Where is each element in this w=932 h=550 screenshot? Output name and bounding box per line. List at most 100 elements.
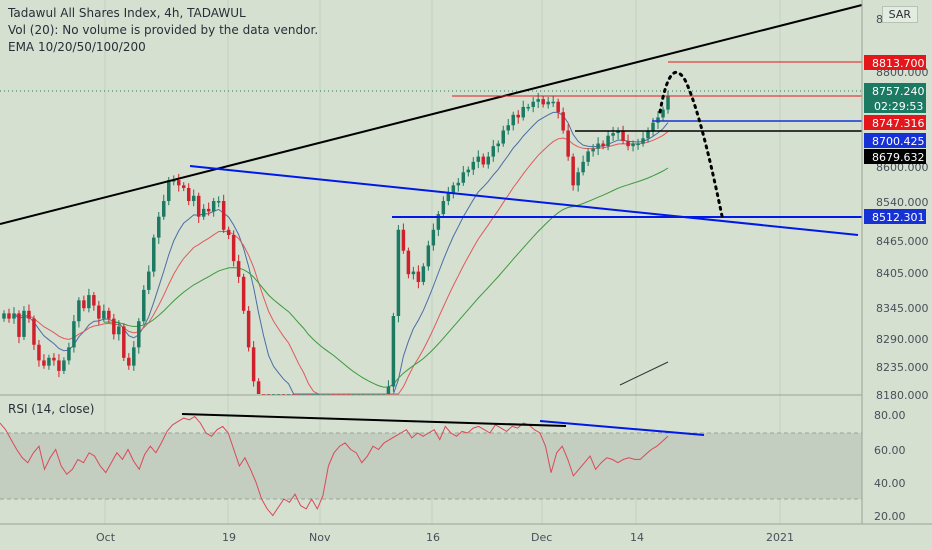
rising-trendline-black bbox=[0, 4, 863, 225]
time-tick-19: 19 bbox=[222, 531, 236, 544]
time-axis[interactable]: Oct 19 Nov 16 Dec 14 2021 bbox=[0, 523, 932, 544]
candle-body bbox=[167, 180, 171, 202]
candle-body bbox=[7, 313, 11, 319]
price-badge-8700 bbox=[864, 133, 926, 148]
candle-body bbox=[132, 347, 136, 366]
candle-body bbox=[186, 187, 191, 202]
candle-body bbox=[92, 295, 96, 306]
candle-body bbox=[27, 310, 31, 319]
candle-body bbox=[496, 143, 501, 147]
candle-body bbox=[431, 229, 436, 246]
candle-body bbox=[601, 143, 605, 147]
candle-body bbox=[531, 101, 535, 107]
candle-body bbox=[256, 381, 261, 394]
candle-body bbox=[396, 229, 401, 316]
candle-body bbox=[596, 143, 600, 149]
ema-legend: EMA 10/20/50/100/200 bbox=[8, 40, 146, 54]
candle-body bbox=[201, 208, 206, 217]
candle-body bbox=[481, 156, 486, 165]
volume-legend: Vol (20): No volume is provided by the d… bbox=[8, 23, 319, 37]
candle-body bbox=[606, 135, 610, 147]
candle-body bbox=[641, 138, 645, 144]
rsi-divergence-black bbox=[181, 413, 567, 427]
candle-body bbox=[586, 151, 590, 162]
price-badge-8747-text: 8747.316 bbox=[872, 117, 925, 130]
candle-body bbox=[122, 326, 126, 358]
candle-body bbox=[67, 347, 71, 361]
rsi-tick-80: 80.00 bbox=[874, 409, 906, 422]
candle-body bbox=[37, 344, 41, 361]
candle-body bbox=[251, 347, 256, 382]
candle-body bbox=[107, 310, 111, 319]
price-tick-8180: 8180.000 bbox=[876, 389, 929, 402]
candle-body bbox=[516, 114, 520, 118]
price-tick-8405: 8405.000 bbox=[876, 267, 929, 280]
candle-body bbox=[526, 106, 530, 109]
candle-body bbox=[591, 148, 595, 152]
projected-path-dotted bbox=[658, 70, 724, 218]
price-axis[interactable]: 8 8800.000 8600.000 8540.000 8465.000 84… bbox=[861, 0, 932, 524]
price-tick-8465: 8465.000 bbox=[876, 235, 929, 248]
price-badge-8512 bbox=[864, 209, 926, 224]
price-badge-8757-text: 8757.240 bbox=[872, 85, 925, 98]
candle-body bbox=[411, 271, 416, 275]
candle-body bbox=[162, 201, 166, 217]
candle-body bbox=[47, 357, 51, 366]
drawings[interactable] bbox=[0, 4, 863, 386]
candle-body bbox=[72, 321, 76, 348]
candle-body bbox=[77, 300, 81, 322]
candle-body bbox=[97, 305, 101, 319]
time-tick-nov: Nov bbox=[309, 531, 331, 544]
candles bbox=[2, 90, 670, 396]
candle-body bbox=[2, 313, 6, 319]
price-badge-8679 bbox=[864, 149, 926, 164]
rsi-label: RSI (14, close) bbox=[8, 402, 94, 416]
candle-body bbox=[42, 360, 46, 366]
candle-body bbox=[506, 125, 510, 131]
candle-body bbox=[17, 313, 21, 337]
candle-body bbox=[112, 318, 116, 335]
rsi-tick-40: 40.00 bbox=[874, 477, 906, 490]
candle-body bbox=[52, 357, 56, 361]
currency-sar-button[interactable]: SAR bbox=[881, 6, 918, 23]
candle-body bbox=[102, 310, 106, 319]
rsi-line bbox=[0, 415, 669, 517]
rsi-panel: RSI (14, close) bbox=[0, 402, 862, 517]
symbol-title[interactable]: Tadawul All Shares Index, 4h, TADAWUL bbox=[8, 6, 246, 20]
candle-body bbox=[456, 182, 461, 186]
candle-body bbox=[536, 99, 540, 102]
candle-body bbox=[401, 229, 406, 251]
candle-body bbox=[446, 193, 451, 202]
candle-body bbox=[231, 235, 236, 262]
candle-body bbox=[556, 101, 560, 113]
candle-body bbox=[626, 140, 630, 147]
candle-body bbox=[656, 117, 660, 123]
candle-body bbox=[441, 201, 446, 215]
candle-body bbox=[486, 156, 491, 165]
candle-body bbox=[611, 133, 615, 136]
price-tick-8600: 8600.000 bbox=[876, 161, 929, 174]
candle-body bbox=[181, 185, 186, 188]
candle-body bbox=[152, 237, 156, 272]
candle-body bbox=[491, 146, 496, 157]
candle-body bbox=[666, 95, 670, 110]
candle-body bbox=[551, 101, 555, 104]
price-badge-8813-text: 8813.700 bbox=[872, 57, 925, 70]
candle-body bbox=[541, 99, 545, 105]
candle-body bbox=[386, 386, 391, 394]
candle-body bbox=[176, 180, 181, 186]
candle-body bbox=[471, 161, 476, 170]
candle-body bbox=[196, 195, 201, 217]
candle-body bbox=[416, 271, 421, 283]
time-tick-16: 16 bbox=[426, 531, 440, 544]
price-tick-8345: 8345.000 bbox=[876, 302, 929, 315]
price-badge-8747 bbox=[864, 115, 926, 130]
rsi-band bbox=[0, 433, 862, 499]
candle-body bbox=[461, 172, 466, 183]
candle-body bbox=[87, 295, 91, 309]
price-tick-top: 8 bbox=[876, 13, 883, 26]
candle-body bbox=[646, 130, 650, 139]
candle-body bbox=[621, 130, 625, 141]
candle-body bbox=[521, 106, 525, 118]
